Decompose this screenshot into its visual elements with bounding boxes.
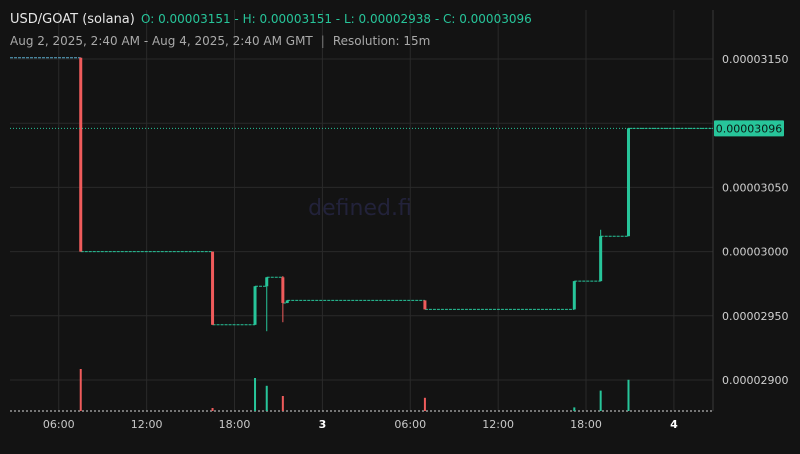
x-tick-label: 18:00 bbox=[570, 418, 602, 431]
y-tick-label: 0.00003000 bbox=[722, 246, 788, 259]
title-row: USD/GOAT (solana) O: 0.00003151 - H: 0.0… bbox=[10, 10, 710, 29]
volume-bar bbox=[627, 379, 630, 411]
resolution-label: Resolution: 15m bbox=[332, 34, 431, 48]
watermark: defined.fi bbox=[308, 196, 412, 221]
date-range: Aug 2, 2025, 2:40 AM - Aug 4, 2025, 2:40… bbox=[10, 34, 313, 48]
x-tick-label: 3 bbox=[319, 418, 327, 431]
y-tick-label: 0.00003050 bbox=[722, 181, 788, 194]
x-tick-label: 12:00 bbox=[482, 418, 514, 431]
candle-body bbox=[626, 128, 630, 237]
candle-body bbox=[79, 57, 83, 252]
candle-body bbox=[211, 251, 215, 325]
volume-bar bbox=[573, 407, 576, 411]
y-tick-label: 0.00003150 bbox=[722, 53, 788, 66]
volume-bar bbox=[265, 385, 268, 411]
candle-body bbox=[265, 277, 269, 287]
volume-bar bbox=[79, 369, 82, 411]
volume-bar bbox=[599, 390, 602, 411]
pair-title: USD/GOAT (solana) bbox=[10, 12, 135, 27]
info-row: Aug 2, 2025, 2:40 AM - Aug 4, 2025, 2:40… bbox=[10, 33, 710, 49]
chart-header: USD/GOAT (solana) O: 0.00003151 - H: 0.0… bbox=[10, 10, 710, 49]
x-tick-label: 06:00 bbox=[394, 418, 426, 431]
candle-body bbox=[253, 286, 257, 325]
x-tick-label: 12:00 bbox=[131, 418, 163, 431]
ohlc-readout: O: 0.00003151 - H: 0.00003151 - L: 0.000… bbox=[141, 12, 532, 26]
separator: | bbox=[320, 34, 325, 48]
current-price-tag bbox=[714, 120, 784, 137]
volume-bar bbox=[281, 396, 284, 411]
volume-bar bbox=[423, 397, 426, 411]
candle-body bbox=[281, 277, 285, 303]
current-price-label: 0.00003096 bbox=[716, 122, 782, 135]
candle-body bbox=[572, 281, 576, 310]
x-tick-label: 18:00 bbox=[219, 418, 251, 431]
candle-body bbox=[285, 300, 289, 303]
volume-bar bbox=[211, 408, 214, 411]
y-tick-label: 0.00002950 bbox=[722, 310, 788, 323]
candle-body bbox=[599, 236, 603, 282]
candle-body bbox=[423, 300, 427, 310]
x-tick-label: 4 bbox=[670, 418, 678, 431]
y-tick-label: 0.00002900 bbox=[722, 374, 788, 387]
volume-bar bbox=[254, 378, 257, 411]
x-tick-label: 06:00 bbox=[43, 418, 75, 431]
